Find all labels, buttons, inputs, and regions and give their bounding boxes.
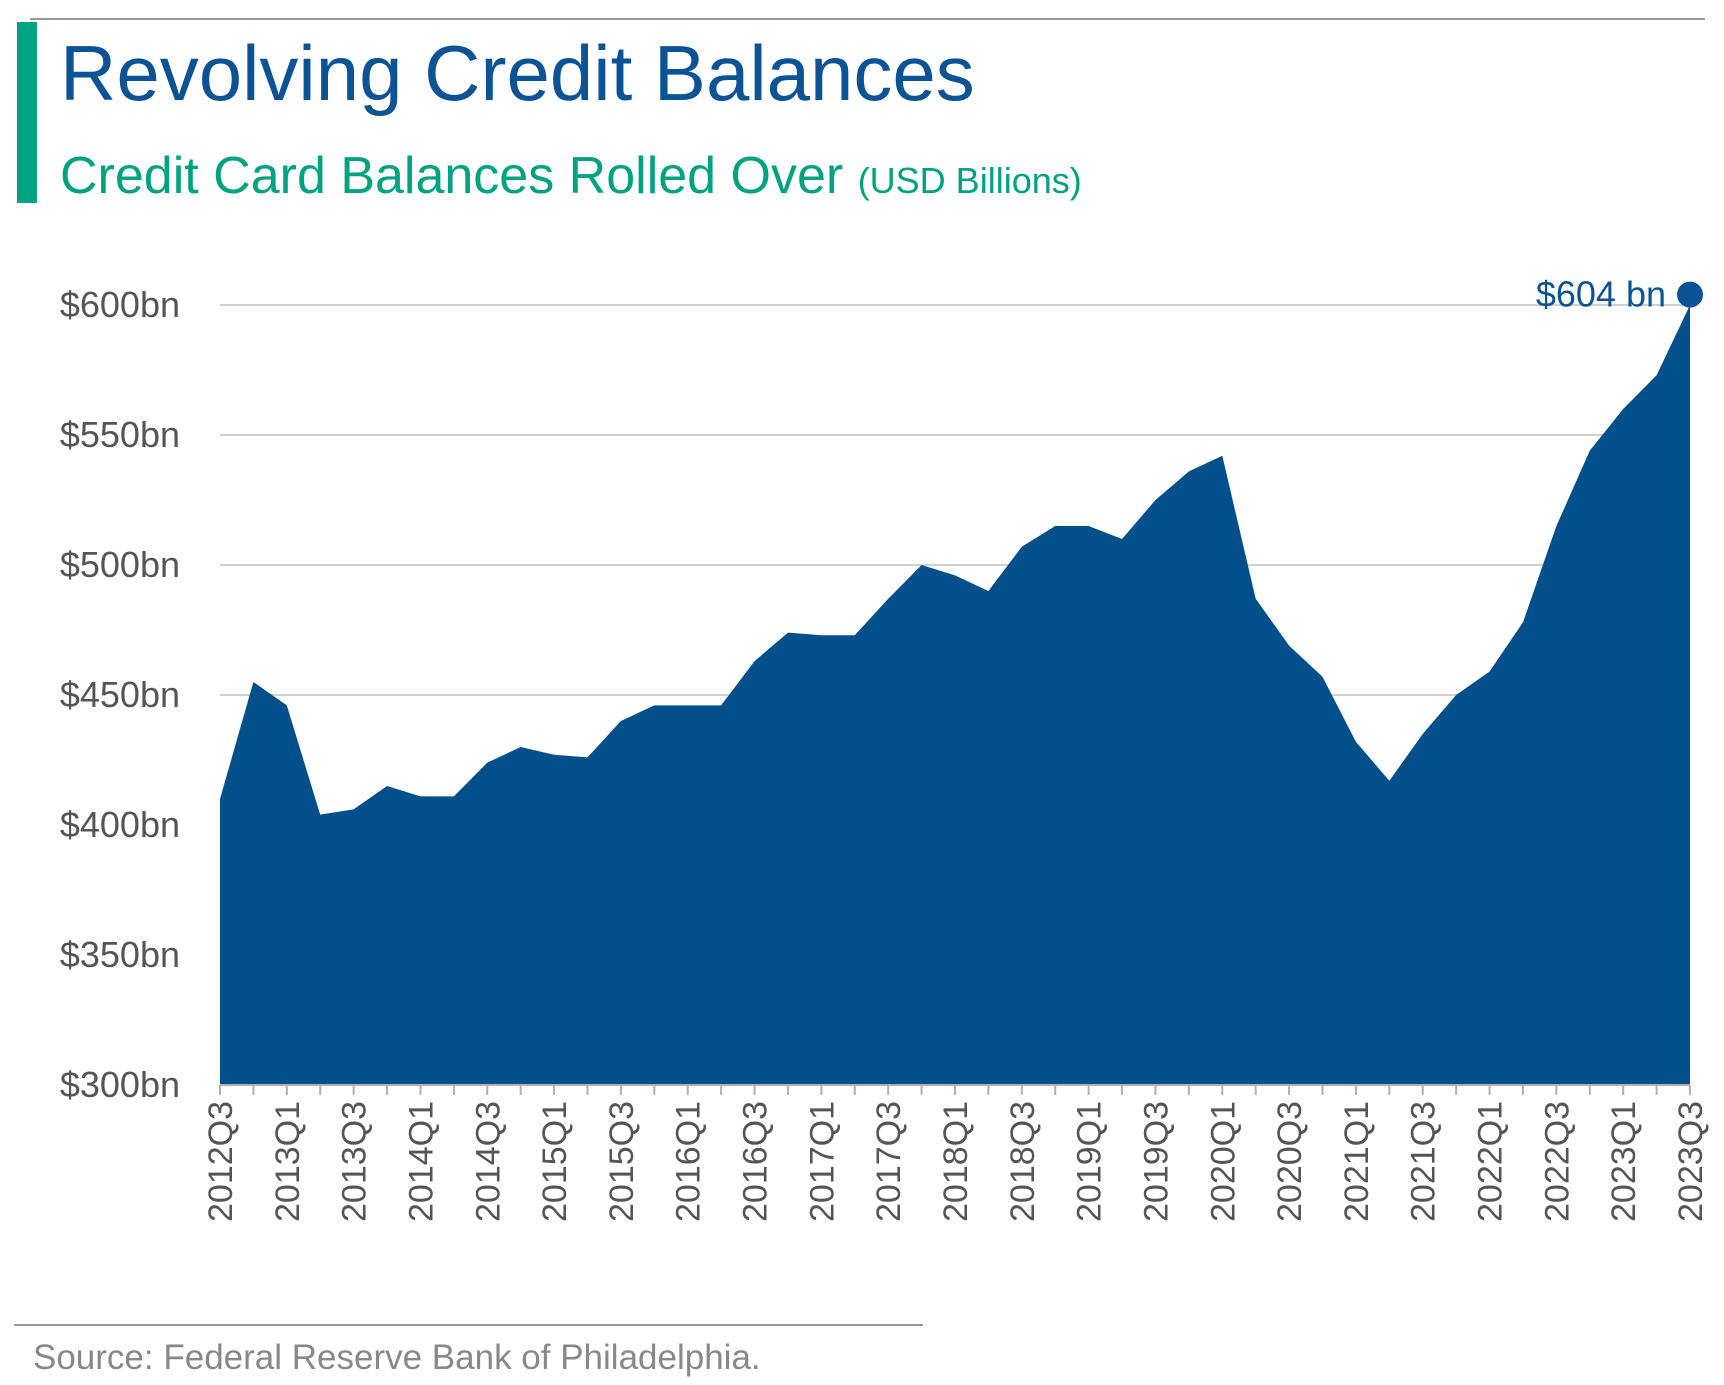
x-tick-label: 2019Q3: [1137, 1101, 1175, 1222]
y-axis: $300bn $350bn $400bn $450bn $500bn $550bn $600…: [60, 284, 180, 1105]
x-tick-label: 2016Q3: [737, 1101, 775, 1222]
source-note: Source: Federal Reserve Bank of Philadel…: [33, 1338, 761, 1377]
annotation-label: $604 bn: [1536, 274, 1666, 315]
subtitle-text: Credit Card Balances Rolled Over: [60, 147, 844, 205]
x-tick-label: 2015Q1: [536, 1101, 574, 1222]
x-axis: 2012Q3 2013Q1 2013Q3 2014Q1 2014Q3 2015Q1 2015…: [202, 1084, 1710, 1222]
x-tick-label: 2020Q3: [1271, 1101, 1309, 1222]
x-tick-label: 2018Q1: [937, 1101, 975, 1222]
chart-title: Revolving Credit Balances: [60, 29, 975, 117]
title-accent-bar: [17, 22, 37, 203]
bottom-divider: [14, 1324, 923, 1326]
x-tick-label: 2019Q1: [1071, 1101, 1109, 1222]
x-tick-label: 2021Q1: [1338, 1101, 1376, 1222]
area-chart: $300bn $350bn $400bn $450bn $500bn $550bn $600…: [60, 274, 1710, 1222]
x-tick-label: 2014Q1: [402, 1101, 440, 1222]
y-tick-label: $500bn: [60, 544, 180, 585]
latest-value-annotation: $604 bn: [1536, 274, 1703, 315]
x-tick-label: 2012Q3: [202, 1101, 240, 1222]
y-tick-label: $450bn: [60, 674, 180, 715]
x-tick-label: 2023Q1: [1605, 1101, 1643, 1222]
x-tick-label: 2017Q3: [870, 1101, 908, 1222]
y-tick-label: $400bn: [60, 804, 180, 845]
x-tick-label: 2022Q3: [1538, 1101, 1576, 1222]
area-series: [220, 305, 1690, 1085]
x-tick-label: 2013Q1: [269, 1101, 307, 1222]
x-tick-label: 2015Q3: [603, 1101, 641, 1222]
chart-subtitle: Credit Card Balances Rolled Over (USD Bi…: [60, 150, 1082, 202]
y-tick-label: $600bn: [60, 284, 180, 325]
x-tick-label: 2018Q3: [1004, 1101, 1042, 1222]
annotation-marker: [1677, 281, 1703, 308]
x-tick-label: 2020Q1: [1204, 1101, 1242, 1222]
x-tick-label: 2021Q3: [1405, 1101, 1443, 1222]
x-tick-label: 2016Q1: [670, 1101, 708, 1222]
y-tick-label: $550bn: [60, 414, 180, 455]
subtitle-units: (USD Billions): [857, 160, 1082, 201]
x-tick-label: 2013Q3: [336, 1101, 374, 1222]
y-tick-label: $300bn: [60, 1064, 180, 1105]
x-tick-label: 2017Q1: [803, 1101, 841, 1222]
x-tick-label: 2022Q1: [1472, 1101, 1510, 1222]
y-tick-label: $350bn: [60, 934, 180, 975]
top-divider: [30, 18, 1705, 20]
x-tick-label: 2023Q3: [1672, 1101, 1710, 1222]
x-tick-label: 2014Q3: [469, 1101, 507, 1222]
